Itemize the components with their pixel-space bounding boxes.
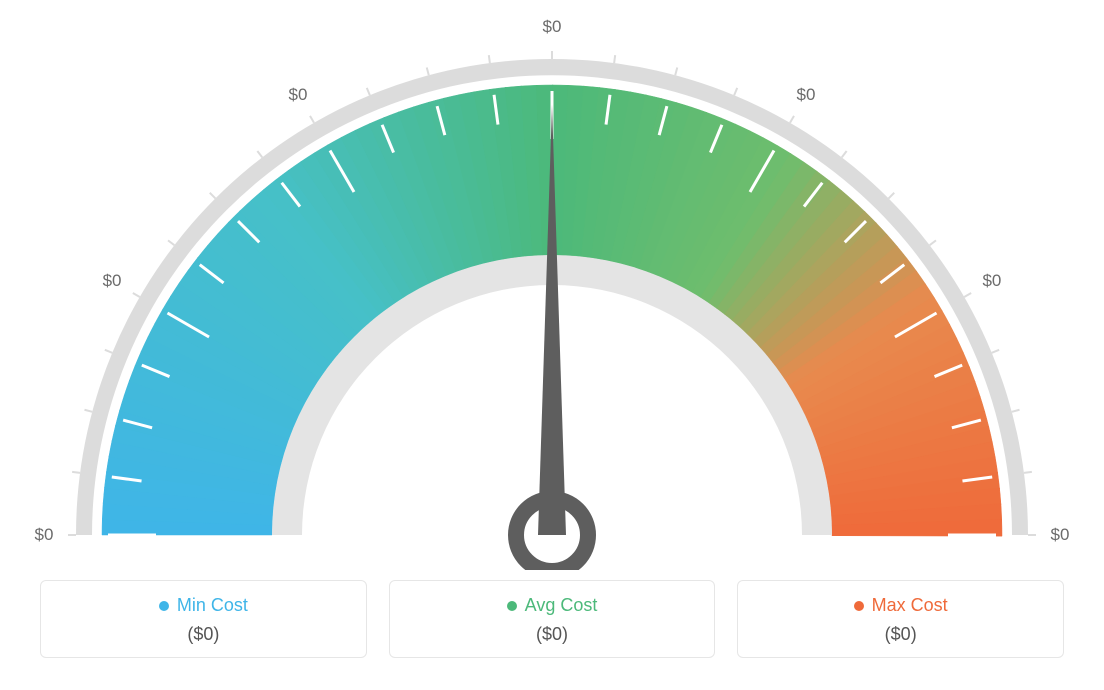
cost-gauge-chart: $0 $0 $0 $0 $0 $0 $0 Min Cost ($0) Avg Cost ($… (0, 0, 1104, 690)
gauge-tick-label: $0 (289, 85, 308, 105)
legend-dot-min (159, 601, 169, 611)
gauge-tick-label: $0 (1051, 525, 1070, 545)
gauge-svg (0, 0, 1104, 570)
legend-card-min: Min Cost ($0) (40, 580, 367, 658)
gauge-tick-label: $0 (35, 525, 54, 545)
legend-label-min: Min Cost (177, 595, 248, 616)
legend-value-avg: ($0) (400, 624, 705, 645)
legend-card-max: Max Cost ($0) (737, 580, 1064, 658)
legend-row: Min Cost ($0) Avg Cost ($0) Max Cost ($0… (40, 580, 1064, 658)
legend-label-max: Max Cost (872, 595, 948, 616)
legend-card-avg: Avg Cost ($0) (389, 580, 716, 658)
gauge-tick-label: $0 (103, 271, 122, 291)
gauge-tick-label: $0 (982, 271, 1001, 291)
legend-value-min: ($0) (51, 624, 356, 645)
gauge-tick-label: $0 (543, 17, 562, 37)
legend-dot-avg (507, 601, 517, 611)
gauge-tick-label: $0 (797, 85, 816, 105)
gauge-area: $0 $0 $0 $0 $0 $0 $0 (0, 0, 1104, 570)
legend-dot-max (854, 601, 864, 611)
legend-label-avg: Avg Cost (525, 595, 598, 616)
legend-value-max: ($0) (748, 624, 1053, 645)
